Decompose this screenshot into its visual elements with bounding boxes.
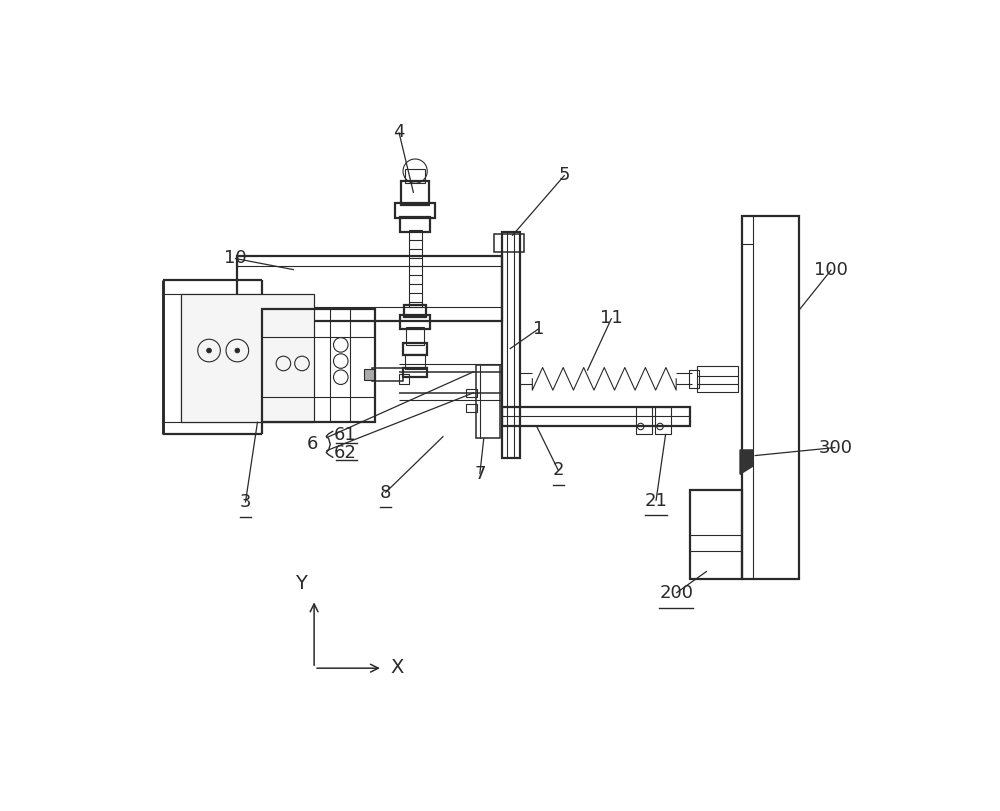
Text: 8: 8 bbox=[380, 484, 391, 502]
Circle shape bbox=[207, 348, 211, 353]
Text: 300: 300 bbox=[818, 439, 852, 457]
Bar bbox=[401, 181, 429, 205]
Bar bbox=[262, 308, 375, 422]
Text: 10: 10 bbox=[224, 250, 246, 268]
Polygon shape bbox=[740, 450, 753, 474]
Bar bbox=[655, 407, 671, 434]
Bar bbox=[690, 491, 742, 579]
Bar bbox=[636, 407, 652, 434]
Bar bbox=[409, 230, 422, 307]
Text: 2: 2 bbox=[552, 461, 564, 479]
Text: 21: 21 bbox=[645, 491, 667, 510]
Bar bbox=[181, 294, 314, 422]
Bar bbox=[466, 389, 477, 397]
Bar bbox=[372, 368, 403, 381]
Text: 6: 6 bbox=[307, 436, 318, 453]
Text: 4: 4 bbox=[393, 123, 405, 141]
Text: 62: 62 bbox=[333, 444, 356, 462]
Bar bbox=[403, 343, 427, 355]
Text: Y: Y bbox=[295, 574, 307, 593]
Bar bbox=[689, 370, 699, 388]
Bar bbox=[406, 327, 424, 345]
Bar bbox=[400, 315, 430, 328]
Bar bbox=[476, 365, 500, 438]
Bar bbox=[395, 204, 435, 218]
Text: 100: 100 bbox=[814, 260, 848, 279]
Bar bbox=[181, 294, 314, 422]
Bar bbox=[400, 217, 430, 232]
Bar bbox=[364, 369, 374, 380]
Bar bbox=[742, 216, 799, 579]
Text: 200: 200 bbox=[659, 584, 693, 602]
Bar bbox=[403, 367, 427, 377]
Text: 7: 7 bbox=[474, 466, 486, 483]
Bar bbox=[494, 234, 524, 252]
Bar bbox=[466, 404, 477, 412]
Bar bbox=[399, 374, 409, 384]
Bar bbox=[502, 407, 690, 426]
Text: 5: 5 bbox=[559, 166, 570, 184]
Circle shape bbox=[235, 348, 240, 353]
Bar bbox=[405, 169, 425, 183]
Text: 11: 11 bbox=[600, 309, 623, 327]
Bar bbox=[405, 354, 425, 369]
Text: 61: 61 bbox=[333, 427, 356, 444]
Bar bbox=[404, 305, 426, 316]
Text: 1: 1 bbox=[533, 320, 544, 337]
Bar bbox=[697, 366, 738, 392]
Text: 3: 3 bbox=[240, 493, 251, 512]
Text: X: X bbox=[391, 658, 404, 677]
Bar bbox=[237, 256, 502, 320]
Bar bbox=[502, 232, 520, 458]
